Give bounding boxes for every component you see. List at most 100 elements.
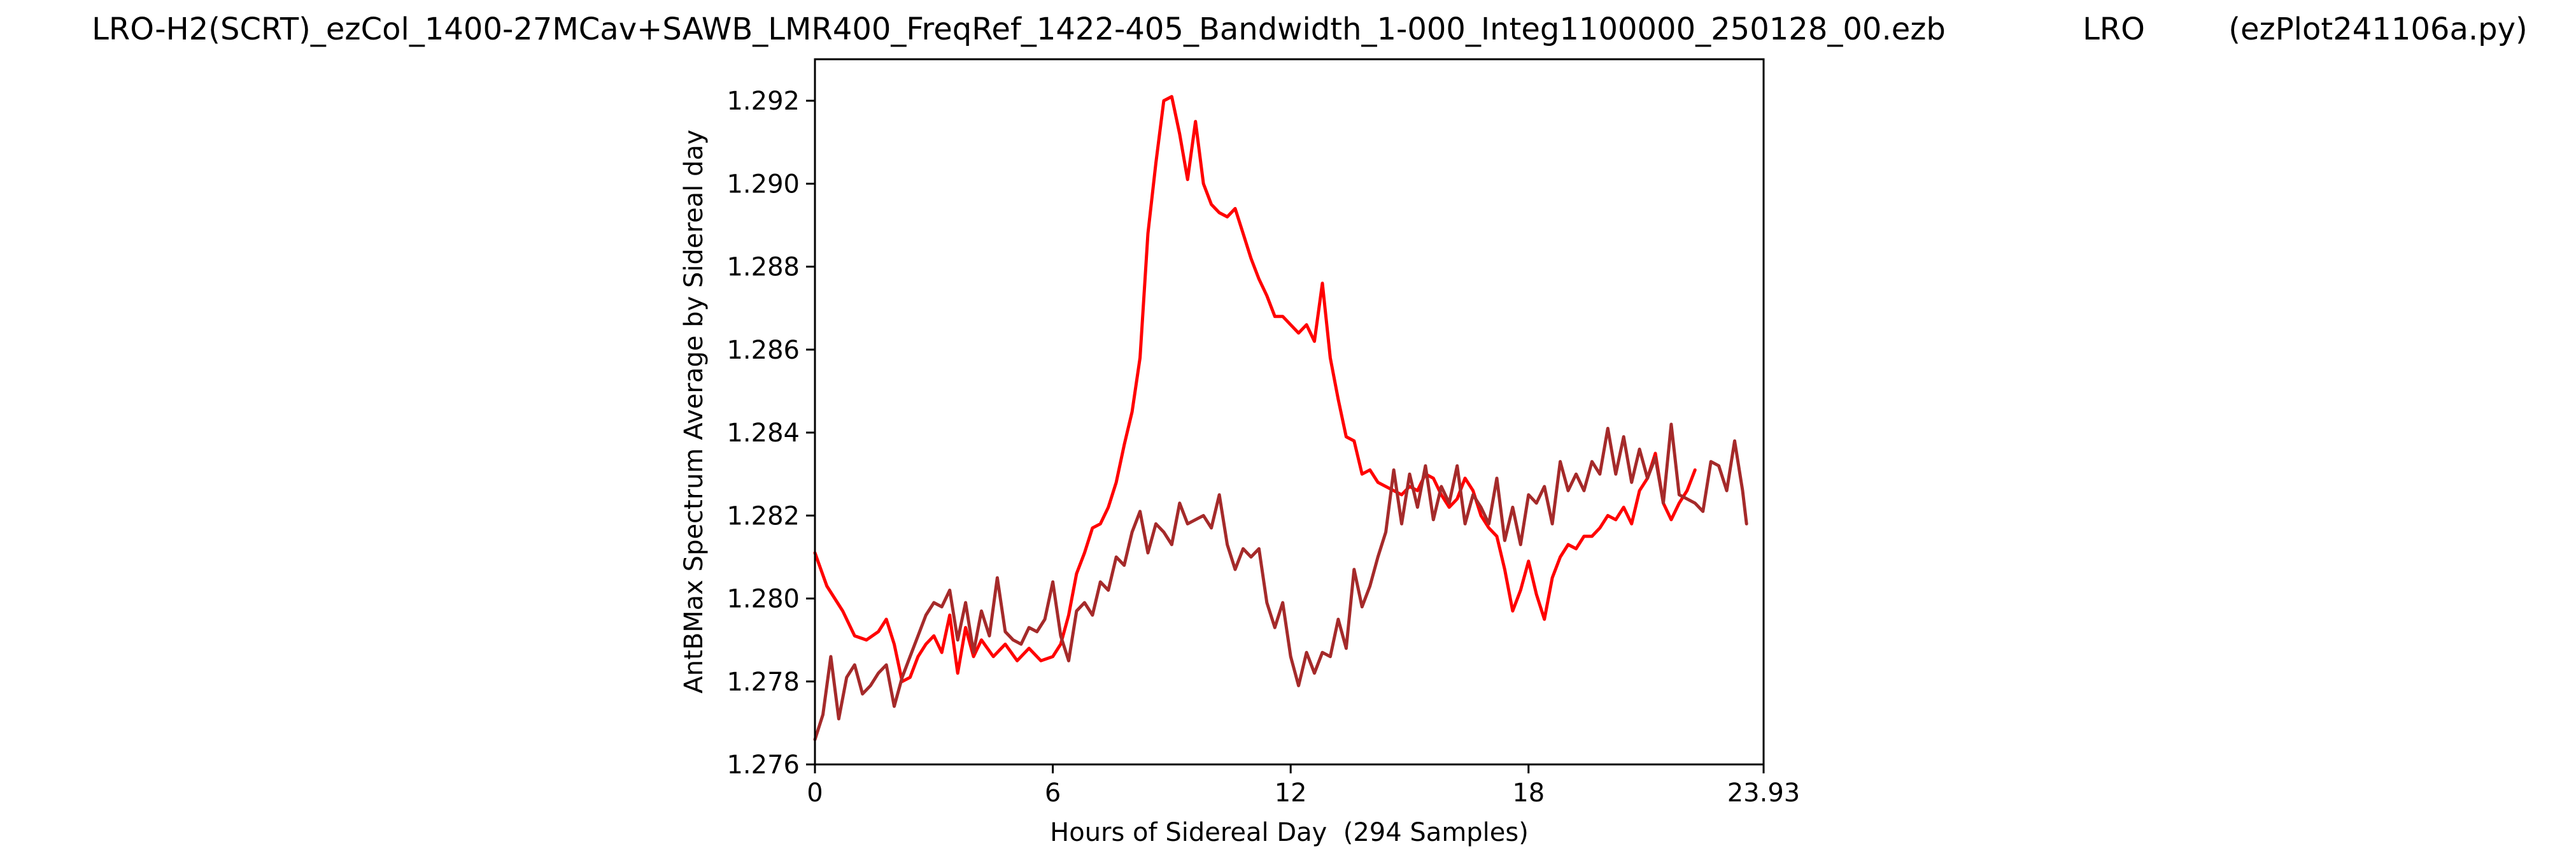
series-2-point — [940, 605, 944, 608]
series-2-point — [1646, 476, 1649, 480]
series-2-point — [1424, 464, 1427, 468]
series-1-point — [972, 655, 975, 658]
series-2-point — [1535, 501, 1538, 505]
series-2-point — [1678, 493, 1681, 496]
series-1-point — [1218, 211, 1221, 214]
series-line-1 — [813, 95, 1697, 684]
series-1-point — [1028, 647, 1031, 650]
series-2-point — [1559, 460, 1562, 463]
series-2-point — [988, 634, 991, 638]
series-2-point — [1551, 522, 1554, 526]
series-2-point — [1083, 601, 1086, 605]
y-tick-label: 1.278 — [726, 668, 800, 697]
series-2-point — [1131, 531, 1134, 534]
series-2-point — [916, 634, 919, 638]
series-2-point — [1725, 489, 1729, 492]
series-1-point — [909, 676, 912, 679]
y-tick-label: 1.276 — [726, 750, 800, 780]
series-1-point — [841, 610, 844, 613]
series-2-point — [1194, 518, 1197, 521]
series-2-point — [1582, 489, 1585, 492]
series-1-point — [1067, 613, 1070, 617]
series-2-point — [1567, 489, 1570, 492]
series-2-point — [1257, 547, 1261, 550]
series-1-point — [1559, 555, 1562, 559]
series-1-point — [1598, 526, 1601, 529]
series-2-point — [1044, 618, 1047, 621]
series-2-point — [1154, 522, 1157, 526]
series-2-point — [1598, 473, 1601, 476]
series-1-point — [924, 643, 928, 646]
series-1-point — [1083, 551, 1086, 554]
series-2-point — [1170, 543, 1173, 546]
series-1-point — [1551, 577, 1554, 580]
series-1-point — [1122, 443, 1126, 447]
series-2-point — [1035, 630, 1038, 633]
series-2-point — [1408, 473, 1412, 476]
series-2-point — [1226, 543, 1229, 546]
series-2-point — [1638, 448, 1641, 451]
series-2-point — [1416, 506, 1419, 509]
series-2-point — [1313, 671, 1316, 675]
series-2-point — [1281, 601, 1284, 605]
series-1-point — [1575, 547, 1578, 550]
series-2-point — [1575, 473, 1578, 476]
series-1-point — [932, 634, 935, 638]
series-1-point — [1638, 489, 1641, 492]
series-1-point — [1242, 232, 1245, 235]
series-1-point — [893, 643, 896, 646]
series-2-point — [1606, 427, 1610, 430]
series-2-point — [1487, 522, 1490, 526]
series-2-point — [1297, 684, 1300, 687]
series-2-point — [1368, 585, 1371, 588]
series-2-point — [1590, 460, 1594, 463]
series-1-point — [1289, 323, 1292, 326]
series-2-point — [1289, 655, 1292, 658]
series-2-point — [1694, 501, 1697, 505]
series-1-point — [1590, 534, 1594, 538]
series-1-point — [1511, 610, 1514, 613]
series-1-point — [1361, 473, 1364, 476]
series-1-point — [1249, 257, 1252, 260]
series-1-point — [1194, 120, 1197, 123]
series-1-point — [1281, 315, 1284, 318]
series-2-point — [1392, 468, 1396, 471]
series-2-point — [1234, 568, 1237, 571]
series-2-point — [1400, 522, 1403, 526]
series-1-point — [1543, 618, 1546, 621]
y-tick-label: 1.282 — [726, 501, 800, 531]
series-2-point — [829, 655, 832, 658]
series-2-point — [877, 671, 880, 675]
y-tick-label: 1.286 — [726, 336, 800, 365]
series-1-point — [1273, 315, 1277, 318]
series-1-point — [1448, 506, 1451, 509]
y-tick-label: 1.292 — [726, 87, 800, 116]
series-1-point — [1321, 282, 1324, 285]
series-1-point — [1131, 410, 1134, 413]
series-2-point — [1455, 464, 1459, 468]
series-2-point — [1028, 626, 1031, 629]
series-2-point — [1099, 580, 1102, 584]
series-1-point — [1154, 161, 1157, 164]
series-1-point — [1162, 99, 1165, 103]
series-2-point — [1115, 555, 1118, 559]
series-2-point — [932, 601, 935, 605]
series-2-point — [924, 613, 928, 617]
series-1-point — [1016, 659, 1019, 663]
series-1-point — [1376, 481, 1380, 484]
series-1-point — [1527, 559, 1530, 562]
series-2-point — [1019, 643, 1023, 646]
series-2-point — [893, 705, 896, 708]
series-2-point — [1122, 564, 1126, 567]
series-1-point — [1400, 493, 1403, 496]
series-1-point — [1471, 489, 1475, 492]
series-2-point — [1012, 638, 1015, 641]
series-1-point — [885, 618, 888, 621]
series-2-point — [1733, 440, 1736, 443]
series-1-point — [1107, 506, 1110, 509]
series-1-point — [1265, 294, 1268, 297]
series-layer — [813, 95, 1748, 742]
series-2-point — [885, 663, 888, 666]
y-tick-label: 1.284 — [726, 419, 800, 448]
series-1-point — [1234, 207, 1237, 210]
